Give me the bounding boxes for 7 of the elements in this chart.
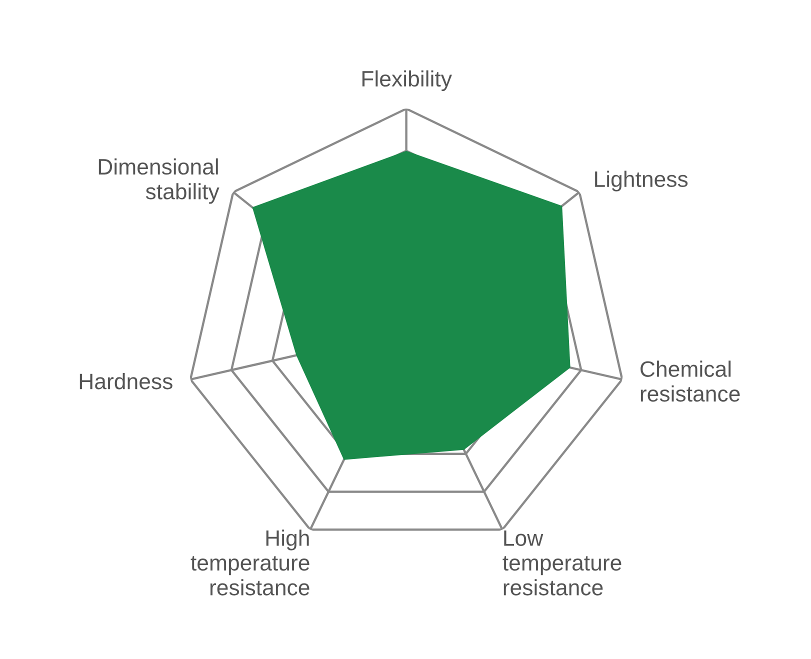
spoke-label: Flexibility xyxy=(362,70,452,92)
spoke-label: Lightness xyxy=(595,170,688,192)
spoke-label: Low temperature resistance xyxy=(502,530,622,596)
spoke-label: Hardness xyxy=(80,373,172,390)
spoke-label: Dimensional stability xyxy=(98,158,220,204)
spoke-label: High temperature resistance xyxy=(190,530,310,596)
spoke-label: Chemical resistance xyxy=(640,360,740,402)
